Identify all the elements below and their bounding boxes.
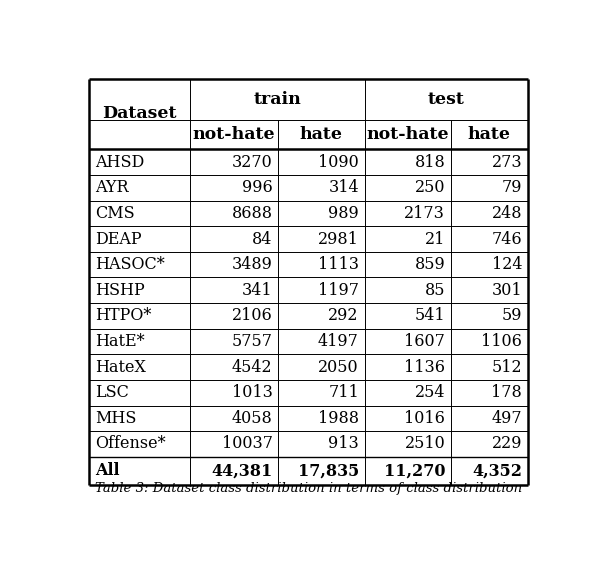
Text: 2981: 2981 bbox=[318, 231, 359, 248]
Text: 229: 229 bbox=[492, 435, 522, 452]
Text: HatE*: HatE* bbox=[95, 333, 144, 350]
Text: 2173: 2173 bbox=[405, 205, 445, 222]
Text: hate: hate bbox=[468, 126, 511, 143]
Text: 1106: 1106 bbox=[482, 333, 522, 350]
Text: HTPO*: HTPO* bbox=[95, 307, 151, 324]
Text: 10037: 10037 bbox=[222, 435, 273, 452]
Text: 341: 341 bbox=[242, 282, 273, 299]
Text: 3489: 3489 bbox=[232, 256, 273, 273]
Text: LSC: LSC bbox=[95, 384, 129, 401]
Text: train: train bbox=[253, 91, 301, 108]
Text: 44,381: 44,381 bbox=[211, 462, 273, 479]
Text: AYR: AYR bbox=[95, 179, 128, 196]
Text: 1090: 1090 bbox=[318, 153, 359, 171]
Text: Table 3: Dataset class distribution in terms of class distribution: Table 3: Dataset class distribution in t… bbox=[95, 482, 522, 495]
Text: HASOC*: HASOC* bbox=[95, 256, 164, 273]
Text: 859: 859 bbox=[414, 256, 445, 273]
Text: AHSD: AHSD bbox=[95, 153, 144, 171]
Text: hate: hate bbox=[300, 126, 343, 143]
Text: 79: 79 bbox=[501, 179, 522, 196]
Text: 4058: 4058 bbox=[232, 410, 273, 427]
Text: All: All bbox=[95, 462, 119, 479]
Text: 711: 711 bbox=[328, 384, 359, 401]
Text: 1113: 1113 bbox=[318, 256, 359, 273]
Text: 2050: 2050 bbox=[318, 359, 359, 376]
Text: 3270: 3270 bbox=[232, 153, 273, 171]
Text: not-hate: not-hate bbox=[367, 126, 449, 143]
Text: 1136: 1136 bbox=[404, 359, 445, 376]
Text: 1013: 1013 bbox=[232, 384, 273, 401]
Text: 314: 314 bbox=[328, 179, 359, 196]
Text: 124: 124 bbox=[492, 256, 522, 273]
Text: Dataset: Dataset bbox=[102, 105, 176, 122]
Text: 17,835: 17,835 bbox=[297, 462, 359, 479]
Text: 21: 21 bbox=[425, 231, 445, 248]
Text: DEAP: DEAP bbox=[95, 231, 141, 248]
Text: 4542: 4542 bbox=[232, 359, 273, 376]
Text: not-hate: not-hate bbox=[193, 126, 275, 143]
Text: 248: 248 bbox=[492, 205, 522, 222]
Text: 5757: 5757 bbox=[232, 333, 273, 350]
Text: 913: 913 bbox=[328, 435, 359, 452]
Text: 1197: 1197 bbox=[318, 282, 359, 299]
Text: 541: 541 bbox=[415, 307, 445, 324]
Text: MHS: MHS bbox=[95, 410, 136, 427]
Text: 84: 84 bbox=[252, 231, 273, 248]
Text: 512: 512 bbox=[492, 359, 522, 376]
Text: 250: 250 bbox=[415, 179, 445, 196]
Text: 85: 85 bbox=[425, 282, 445, 299]
Text: 254: 254 bbox=[415, 384, 445, 401]
Text: 4197: 4197 bbox=[318, 333, 359, 350]
Text: 497: 497 bbox=[492, 410, 522, 427]
Text: 292: 292 bbox=[329, 307, 359, 324]
Text: 1988: 1988 bbox=[318, 410, 359, 427]
Text: 746: 746 bbox=[492, 231, 522, 248]
Text: CMS: CMS bbox=[95, 205, 134, 222]
Text: 273: 273 bbox=[492, 153, 522, 171]
Text: test: test bbox=[427, 91, 465, 108]
Text: 11,270: 11,270 bbox=[383, 462, 445, 479]
Text: 178: 178 bbox=[491, 384, 522, 401]
Text: HSHP: HSHP bbox=[95, 282, 144, 299]
Text: 2510: 2510 bbox=[405, 435, 445, 452]
Text: 996: 996 bbox=[242, 179, 273, 196]
Text: 301: 301 bbox=[492, 282, 522, 299]
Text: Offense*: Offense* bbox=[95, 435, 166, 452]
Text: 1607: 1607 bbox=[405, 333, 445, 350]
Text: 989: 989 bbox=[328, 205, 359, 222]
Text: 2106: 2106 bbox=[232, 307, 273, 324]
Text: 8688: 8688 bbox=[232, 205, 273, 222]
Text: 59: 59 bbox=[501, 307, 522, 324]
Text: 818: 818 bbox=[414, 153, 445, 171]
Text: 1016: 1016 bbox=[405, 410, 445, 427]
Text: 4,352: 4,352 bbox=[472, 462, 522, 479]
Text: HateX: HateX bbox=[95, 359, 146, 376]
